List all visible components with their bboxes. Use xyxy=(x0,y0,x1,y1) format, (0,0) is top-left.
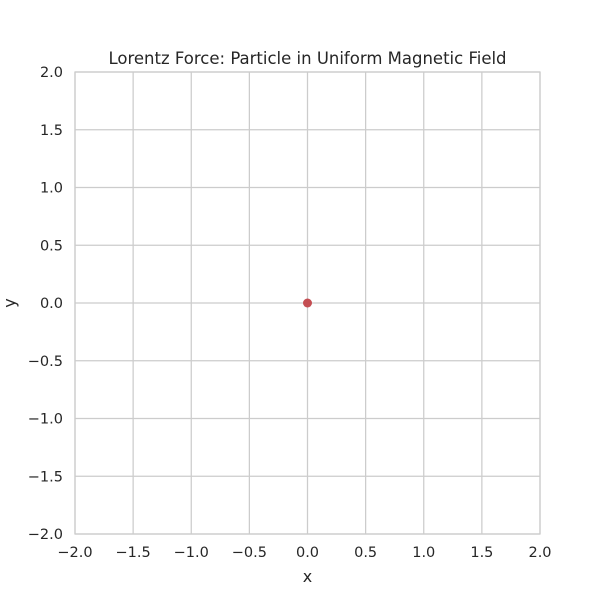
y-tick-label: −1.0 xyxy=(28,412,63,428)
x-tick-label: 0.0 xyxy=(296,545,319,561)
data-points xyxy=(303,298,312,308)
x-axis-label: x xyxy=(303,567,312,586)
y-tick-label: 0.0 xyxy=(40,296,63,312)
x-tick-label: −0.5 xyxy=(232,545,267,561)
x-tick-label: −1.5 xyxy=(116,545,151,561)
y-tick-label: 1.0 xyxy=(40,181,63,197)
y-tick-label: 0.5 xyxy=(40,238,63,254)
y-tick-labels: −2.0 −1.5 −1.0 −0.5 0.0 0.5 1.0 1.5 2.0 xyxy=(28,65,63,543)
x-tick-label: 2.0 xyxy=(528,545,551,561)
y-tick-label: 1.5 xyxy=(40,123,63,139)
y-tick-label: 2.0 xyxy=(40,65,63,81)
x-tick-label: 1.0 xyxy=(412,545,435,561)
plot-frame xyxy=(74,71,541,535)
x-tick-label: 0.5 xyxy=(354,545,377,561)
x-tick-label: −1.0 xyxy=(174,545,209,561)
particle-point xyxy=(303,298,312,308)
x-tick-label: −2.0 xyxy=(57,545,92,561)
x-tick-labels: −2.0 −1.5 −1.0 −0.5 0.0 0.5 1.0 1.5 2.0 xyxy=(57,545,551,561)
y-tick-label: −0.5 xyxy=(28,354,63,370)
x-tick-label: 1.5 xyxy=(470,545,493,561)
y-axis-label: y xyxy=(0,298,19,307)
chart-title: Lorentz Force: Particle in Uniform Magne… xyxy=(108,49,506,68)
y-tick-label: −1.5 xyxy=(28,469,63,485)
y-tick-label: −2.0 xyxy=(28,527,63,543)
